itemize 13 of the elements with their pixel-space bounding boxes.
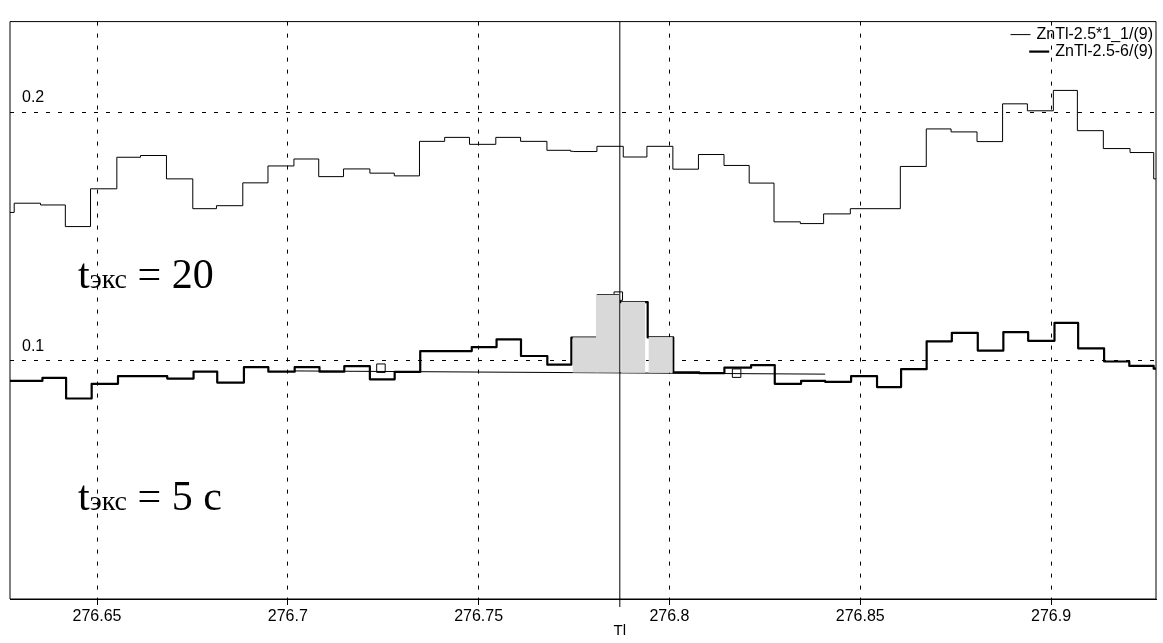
legend-label: ZnTl-2.5*1_1/(9) (1036, 25, 1153, 44)
y-tick-label: 0.2 (22, 88, 45, 106)
x-tick-label: 276.65 (72, 607, 122, 625)
y-tick-label: 0.1 (22, 336, 45, 354)
x-tick-label: 276.9 (1031, 607, 1072, 625)
annotation: tэкс = 5 c (78, 473, 222, 519)
annotation: tэкс = 20 (78, 251, 214, 297)
legend-label: ZnTl-2.5-6/(9) (1055, 42, 1153, 60)
x-tick-label: 276.85 (835, 607, 885, 625)
x-tick-label: 276.7 (267, 607, 308, 625)
x-tick-label: 276.8 (649, 607, 690, 625)
ref-line-label: Tl (613, 620, 627, 638)
x-tick-label: 276.75 (454, 607, 504, 625)
